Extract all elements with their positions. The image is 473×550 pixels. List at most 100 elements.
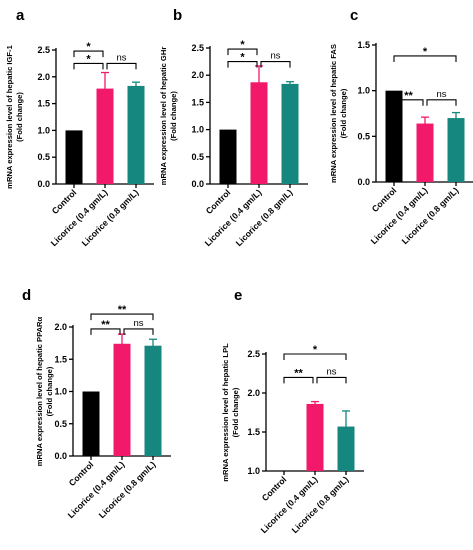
significance-label: ** xyxy=(404,90,413,102)
y-tick-label: 0.0 xyxy=(37,179,50,189)
category-label: Licorice (0.8 gm/L) xyxy=(80,187,141,248)
significance-label: ** xyxy=(118,304,127,316)
chart-panel-e: e mRNA expression level of hepatic LPL (Fo… xyxy=(221,287,364,535)
y-axis-label: (Fold change) xyxy=(231,387,240,437)
bar xyxy=(96,88,114,184)
significance-bracket xyxy=(316,376,347,384)
significance-label: * xyxy=(240,39,245,51)
significance-bracket xyxy=(260,61,291,68)
y-tick-label: 0.0 xyxy=(191,179,204,189)
y-tick-label: 2.0 xyxy=(247,388,260,398)
significance-bracket xyxy=(90,328,121,335)
significance-bracket xyxy=(123,328,154,335)
y-tick-label: 2.5 xyxy=(191,43,204,53)
panel-letter: c xyxy=(350,7,358,24)
y-axis-label: mRNA expression level of hepatic FAS xyxy=(329,44,338,183)
y-tick-label: 0.5 xyxy=(191,152,204,162)
significance-bracket xyxy=(227,48,258,56)
category-label: Licorice (0.4 gm/L) xyxy=(49,187,110,248)
bar xyxy=(82,391,100,456)
bar xyxy=(65,130,83,184)
category-label: Control xyxy=(260,474,289,503)
category-label: Control xyxy=(204,187,233,216)
significance-label: ns xyxy=(116,52,126,63)
y-tick-label: 1.5 xyxy=(191,97,204,107)
chart-panel-c: c mRNA expression level of hepatic FAS (Fo… xyxy=(329,7,473,246)
y-tick-label: 1.0 xyxy=(54,387,67,397)
significance-bracket xyxy=(393,55,457,62)
bar xyxy=(385,90,403,182)
significance-label: * xyxy=(86,53,91,65)
significance-bracket xyxy=(393,99,424,106)
y-axis-label: (Fold change) xyxy=(15,92,24,142)
y-tick-label: 2.0 xyxy=(191,70,204,80)
significance-label: ** xyxy=(101,319,110,331)
category-label: Control xyxy=(370,185,399,214)
y-tick-label: 1.5 xyxy=(247,427,260,437)
y-tick-label: 0.5 xyxy=(37,152,50,162)
chart-panel-d: d mRNA expression level of hepatic PPARα(… xyxy=(22,287,171,520)
y-axis-label: (Fold change) xyxy=(169,91,178,141)
y-axis-label: mRNA expression level of hepatic LPL xyxy=(221,343,230,482)
y-tick-label: 1.5 xyxy=(54,354,67,364)
significance-label: * xyxy=(423,46,428,58)
y-tick-label: 2.0 xyxy=(37,72,50,82)
y-tick-label: 1.0 xyxy=(357,86,370,96)
y-tick-label: 1.0 xyxy=(191,125,204,135)
bar xyxy=(127,85,145,184)
y-tick-label: 2.0 xyxy=(54,322,67,332)
category-label: Licorice (0.4 gm/L) xyxy=(203,187,264,248)
category-label: Licorice (0.4 gm/L) xyxy=(259,474,320,535)
category-label: Licorice (0.8 gm/L) xyxy=(400,185,461,246)
y-tick-label: 1.5 xyxy=(37,99,50,109)
panel-letter: a xyxy=(16,7,25,24)
bar xyxy=(337,426,355,471)
y-tick-label: 0.5 xyxy=(54,419,67,429)
significance-label: * xyxy=(240,52,245,64)
y-tick-label: 0.0 xyxy=(357,177,370,187)
chart-panel-a: a mRNA expression level of hepatic IGF-1(… xyxy=(5,7,154,248)
category-label: Licorice (0.8 gm/L) xyxy=(97,459,158,520)
panel-letter: d xyxy=(22,287,31,304)
significance-bracket xyxy=(283,376,314,384)
category-label: Control xyxy=(67,459,96,488)
significance-bracket xyxy=(227,61,258,68)
significance-label: ns xyxy=(133,318,143,329)
significance-bracket xyxy=(90,313,154,321)
significance-bracket xyxy=(73,62,104,70)
y-axis-label: mRNA expression level of hepatic GHr xyxy=(159,47,168,186)
bar xyxy=(306,403,324,471)
bar xyxy=(219,129,237,184)
y-tick-label: 1.0 xyxy=(37,125,50,135)
y-axis-label: (Fold change) xyxy=(339,88,348,138)
category-label: Licorice (0.8 gm/L) xyxy=(234,187,295,248)
significance-label: * xyxy=(86,41,91,53)
bar xyxy=(113,343,131,456)
y-tick-label: 1.0 xyxy=(247,466,260,476)
bar xyxy=(416,123,434,182)
bar xyxy=(447,118,465,182)
bar xyxy=(144,345,162,456)
y-axis-label: (Fold change) xyxy=(45,366,54,416)
y-axis-label: mRNA expression level of hepatic PPARα xyxy=(35,316,44,466)
category-label: Licorice (0.4 gm/L) xyxy=(66,459,127,520)
y-axis-label: mRNA expression level of hepatic IGF-1 xyxy=(5,44,14,188)
y-tick-label: 2.5 xyxy=(247,349,260,359)
y-tick-label: 0.5 xyxy=(357,131,370,141)
chart-panel-b: b mRNA expression level of hepatic GHr (Fo… xyxy=(159,7,308,248)
significance-bracket xyxy=(426,99,457,106)
panel-letter: e xyxy=(234,287,242,304)
significance-label: ns xyxy=(436,89,446,100)
category-label: Control xyxy=(50,187,79,216)
significance-label: ns xyxy=(326,366,336,377)
y-tick-label: 1.5 xyxy=(357,40,370,50)
y-tick-label: 2.5 xyxy=(37,45,50,55)
category-label: Licorice (0.4 gm/L) xyxy=(369,185,430,246)
panel-letter: b xyxy=(173,7,182,24)
y-tick-label: 0.0 xyxy=(54,451,67,461)
significance-bracket xyxy=(106,62,137,70)
significance-label: ns xyxy=(270,51,280,62)
bar xyxy=(281,83,299,184)
significance-label: ** xyxy=(294,367,303,379)
